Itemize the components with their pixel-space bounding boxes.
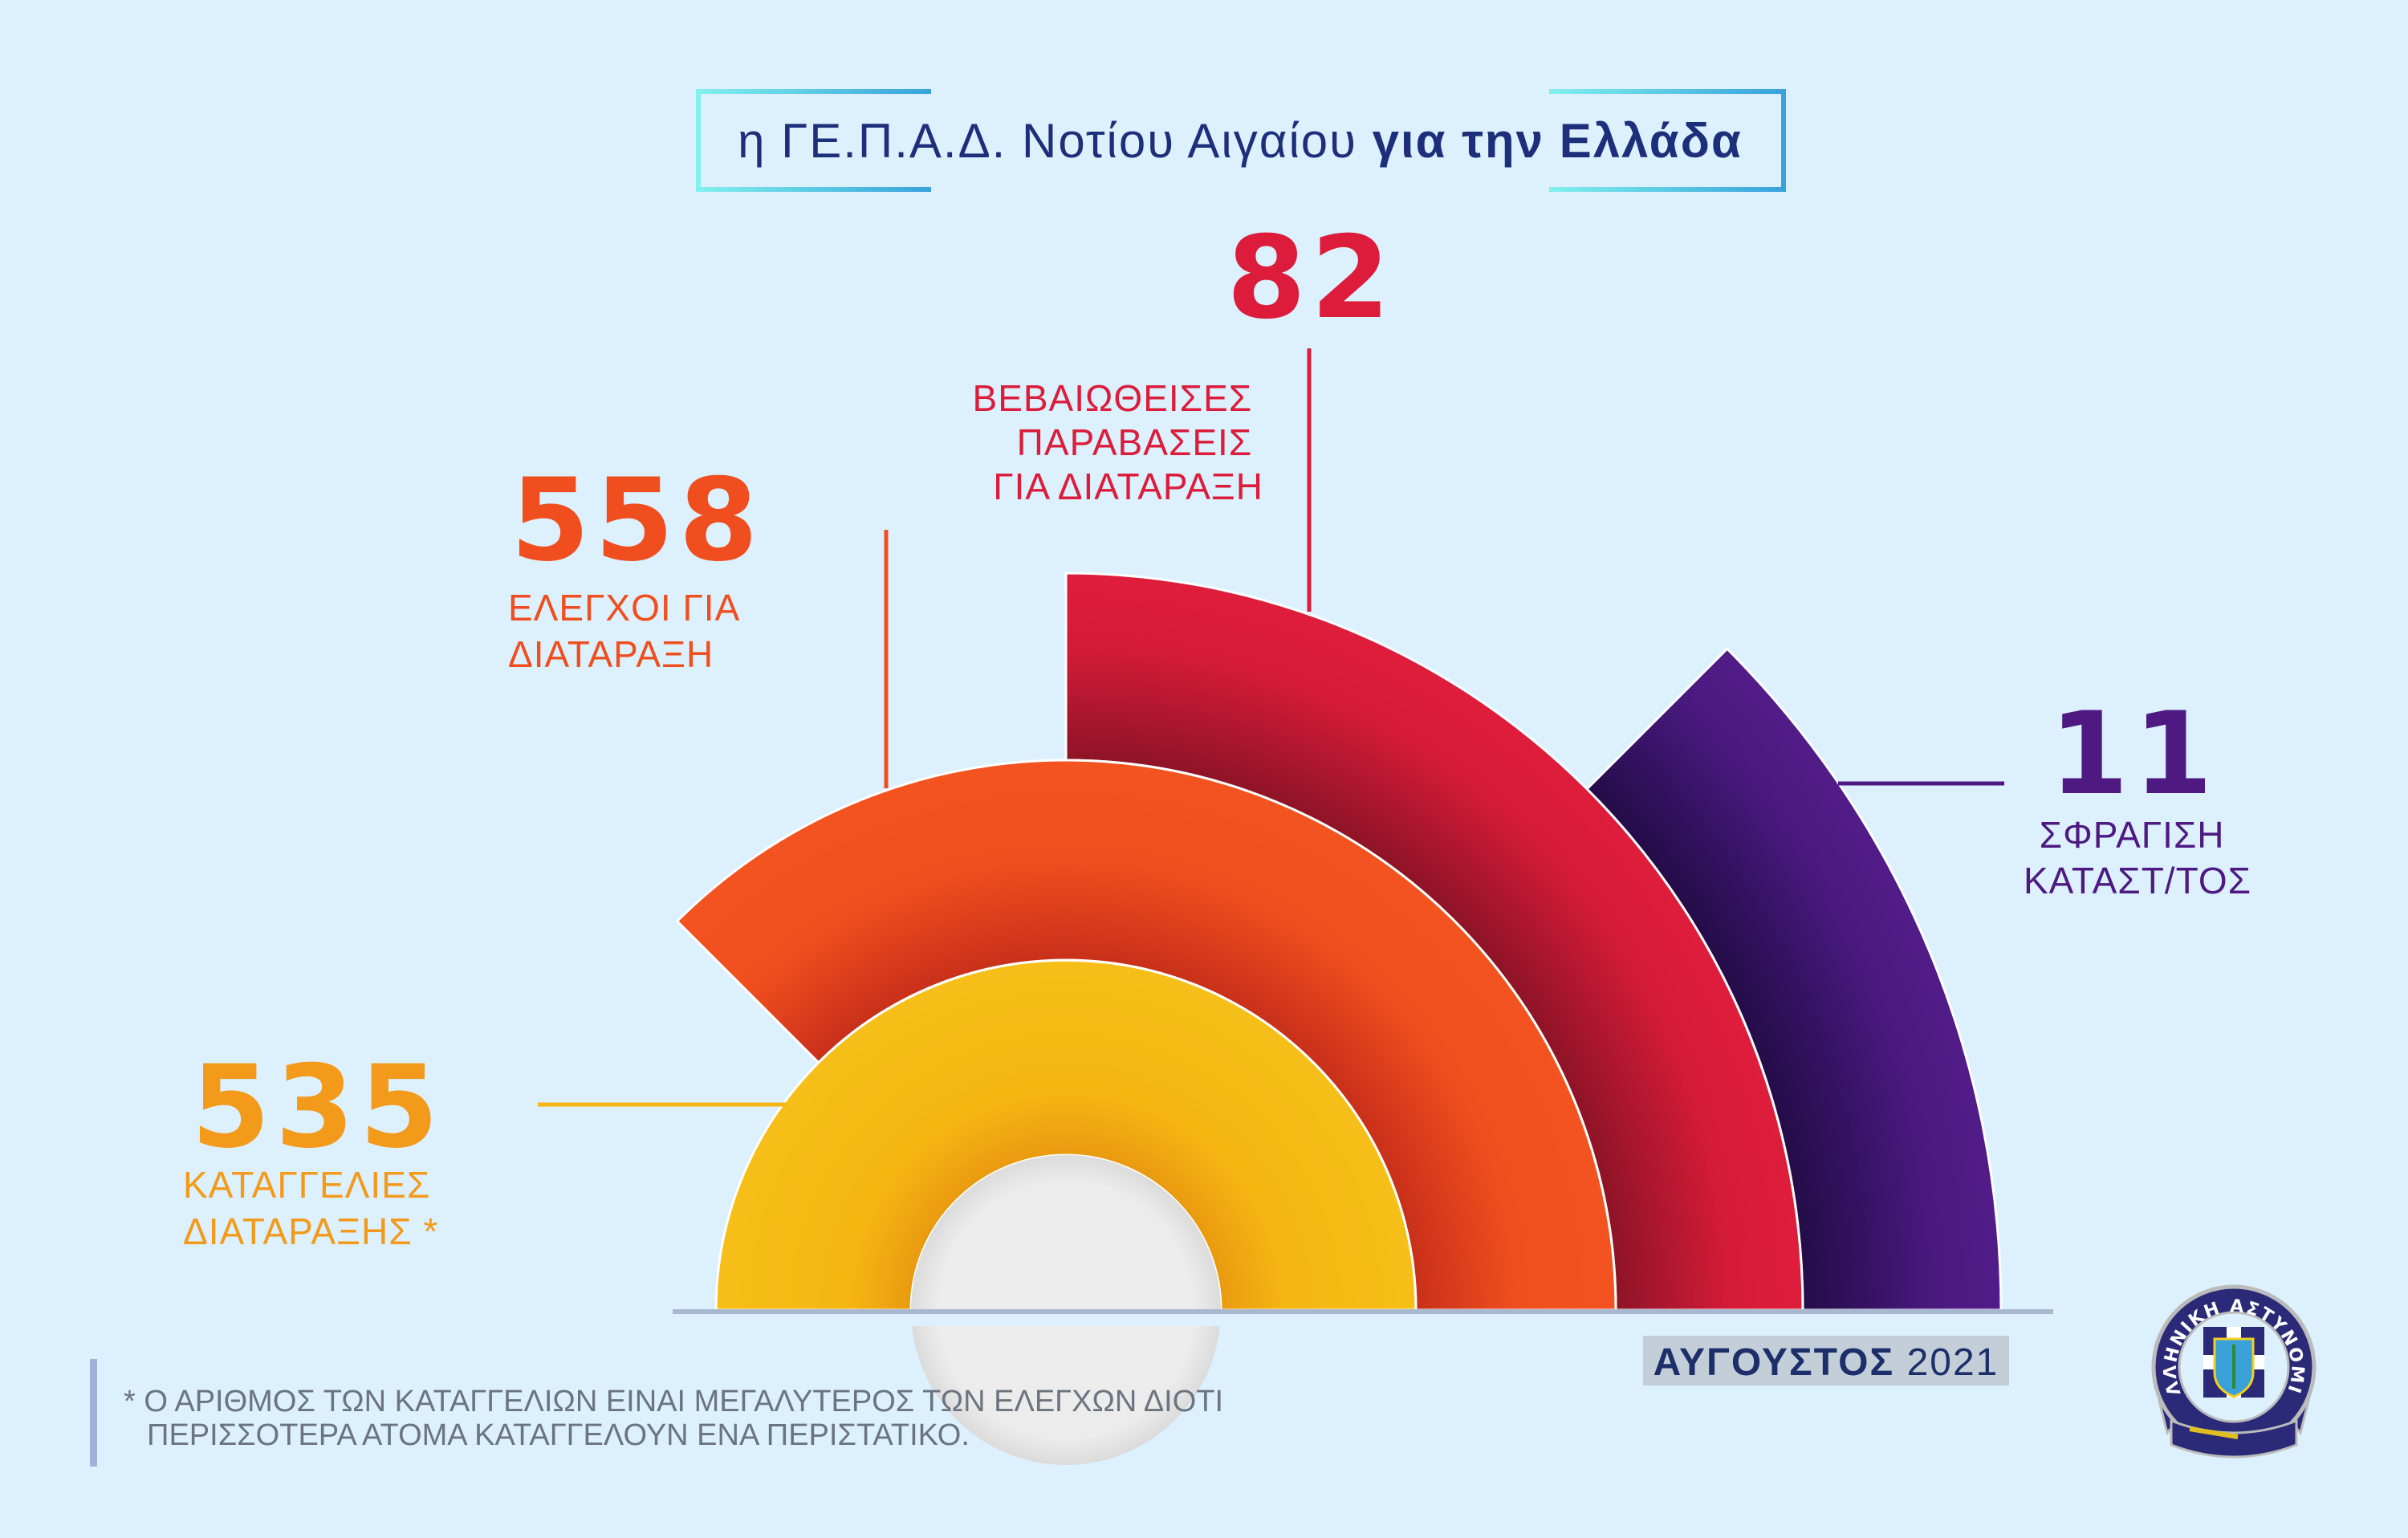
- value-label-558: 558: [510, 454, 763, 587]
- page-title: η ΓΕ.Π.Α.Δ. Νοτίου Αιγαίου για την Ελλάδ…: [738, 114, 1743, 168]
- footnote-bar: [90, 1359, 97, 1467]
- title-frame: [696, 89, 1786, 192]
- value-label-82: 82: [1226, 212, 1395, 344]
- category-label-558: ΕΛΕΓΧΟΙ ΓΙΑ ΔΙΑΤΑΡΑΞΗ: [508, 587, 750, 675]
- arc-group: [675, 572, 2003, 1312]
- value-label-11: 11: [2049, 688, 2218, 820]
- category-label-11: ΣΦΡΑΓΙΣΗ ΚΑΤΑΣΤ/ΤΟΣ: [2024, 814, 2251, 901]
- value-label-535: 535: [191, 1041, 443, 1174]
- date-badge: [1643, 1336, 2009, 1385]
- arc-535: [714, 958, 1418, 1312]
- title-regular: η ΓΕ.Π.Α.Δ. Νοτίου Αιγαίου: [738, 114, 1357, 168]
- category-label-82: ΒΕΒΑΙΩΘΕΙΣΕΣ ΠΑΡΑΒΑΣΕΙΣ ΓΙΑ ΔΙΑΤΑΡΑΞΗ: [973, 377, 1263, 507]
- category-label-535: ΚΑΤΑΓΓΕΛΙΕΣ ΔΙΑΤΑΡΑΞΗΣ *: [183, 1164, 441, 1252]
- date-text: ΑΥΓΟΥΣΤΟΣ 2021: [1653, 1341, 1999, 1384]
- title-bold: για την Ελλάδα: [1373, 114, 1743, 168]
- footnote: * Ο ΑΡΙΘΜΟΣ ΤΩΝ ΚΑΤΑΓΓΕΛΙΩΝ ΕΙΝΑΙ ΜΕΓΑΛΥ…: [124, 1385, 1232, 1452]
